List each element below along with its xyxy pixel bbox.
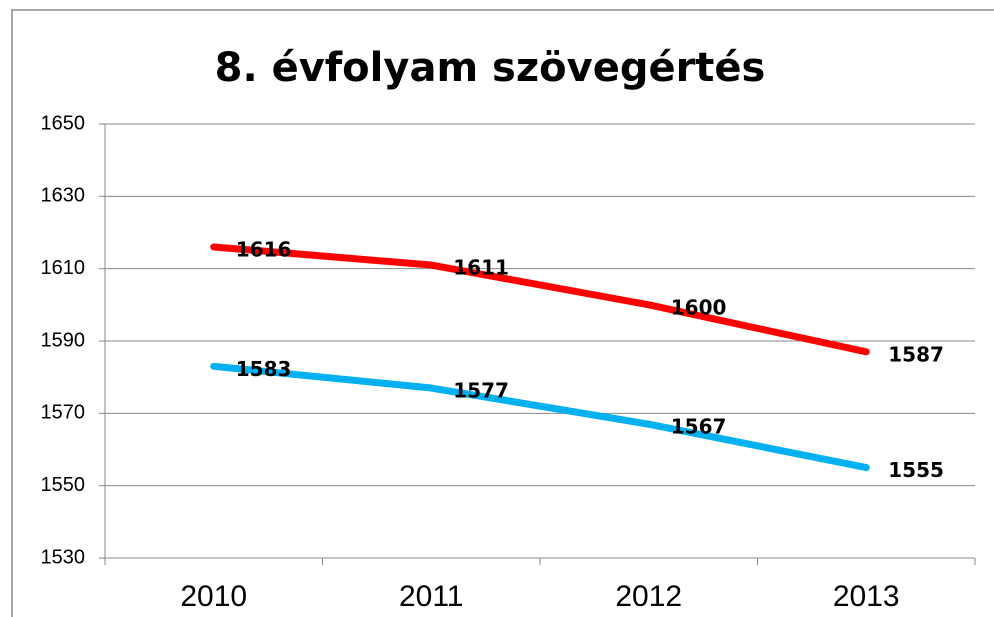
- data-label: 1567: [671, 415, 727, 439]
- data-label: 1611: [453, 256, 509, 280]
- chart-frame: [11, 9, 994, 617]
- series-line: [210, 243, 870, 356]
- x-tick-label: 2010: [180, 580, 247, 613]
- data-label: 1555: [888, 458, 944, 482]
- y-tick-label: 1610: [41, 257, 86, 279]
- data-label: 1577: [453, 379, 509, 403]
- x-tick-label: 2012: [615, 580, 682, 613]
- series-line: [210, 362, 870, 472]
- x-tick-label: 2013: [833, 580, 900, 613]
- y-tick-label: 1550: [41, 474, 86, 496]
- data-label: 1600: [671, 295, 727, 319]
- y-tick-label: 1530: [41, 546, 86, 568]
- y-tick-label: 1570: [41, 402, 86, 424]
- chart-title: 8. évfolyam szövegértés: [215, 45, 766, 91]
- data-label: 1587: [888, 342, 944, 366]
- y-tick-label: 1630: [41, 185, 86, 207]
- data-label: 1616: [236, 237, 292, 261]
- y-tick-label: 1590: [41, 329, 86, 351]
- data-label: 1583: [236, 357, 292, 381]
- x-tick-label: 2011: [399, 580, 464, 613]
- y-tick-label: 1650: [41, 112, 86, 134]
